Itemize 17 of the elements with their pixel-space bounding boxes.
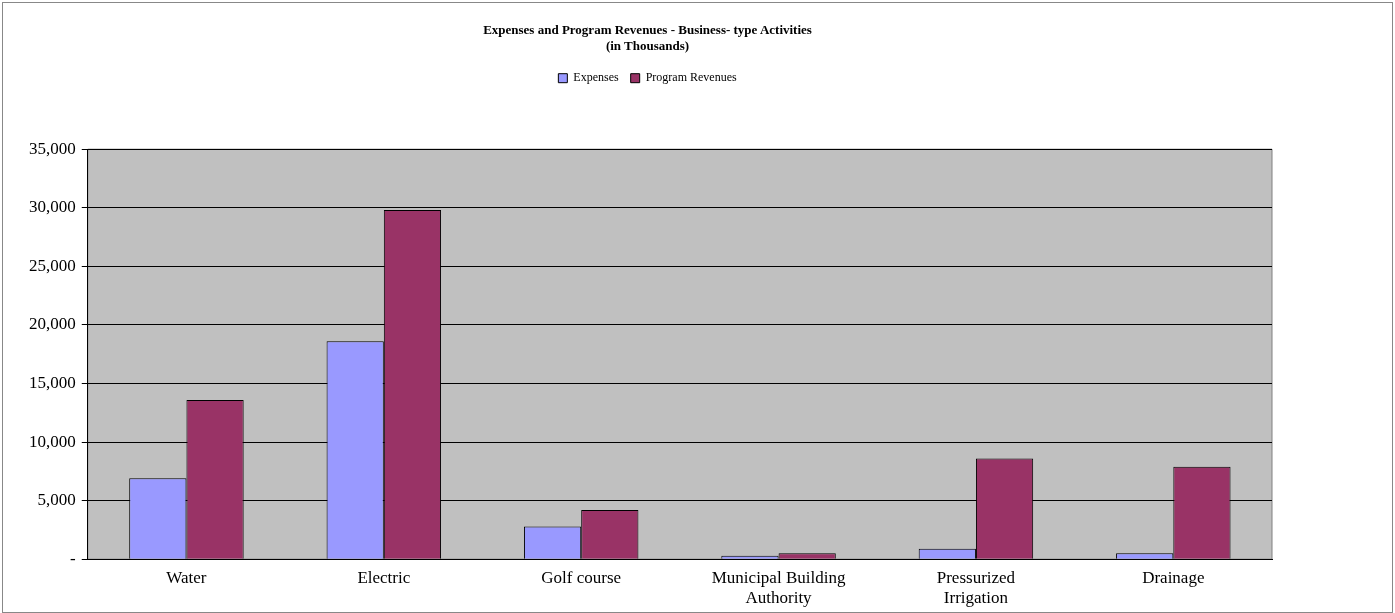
- x-tick-label: Pressurized Irrigation: [936, 567, 1016, 608]
- chart-title: Expenses and Program Revenues - Business- type Activities (in Thousands): [483, 22, 812, 53]
- legend-label: Program Revenues: [645, 70, 737, 85]
- y-tick-label: 30,000: [29, 197, 76, 217]
- x-tick-label: Golf course: [541, 567, 622, 587]
- x-tick-label: Municipal Building Authority: [711, 567, 846, 608]
- x-tick-label: Water: [166, 567, 207, 587]
- y-tick-label: 10,000: [29, 431, 76, 451]
- y-tick-label: -: [70, 548, 77, 568]
- y-tick-label: 20,000: [29, 314, 76, 334]
- y-tick-label: 25,000: [29, 255, 76, 275]
- x-tick-label: Electric: [357, 567, 411, 587]
- y-tick-label: 15,000: [29, 372, 76, 392]
- legend-label: Expenses: [573, 70, 619, 85]
- y-tick-label: 35,000: [29, 138, 76, 158]
- y-tick-label: 5,000: [37, 490, 76, 510]
- x-tick-label: Drainage: [1142, 567, 1205, 587]
